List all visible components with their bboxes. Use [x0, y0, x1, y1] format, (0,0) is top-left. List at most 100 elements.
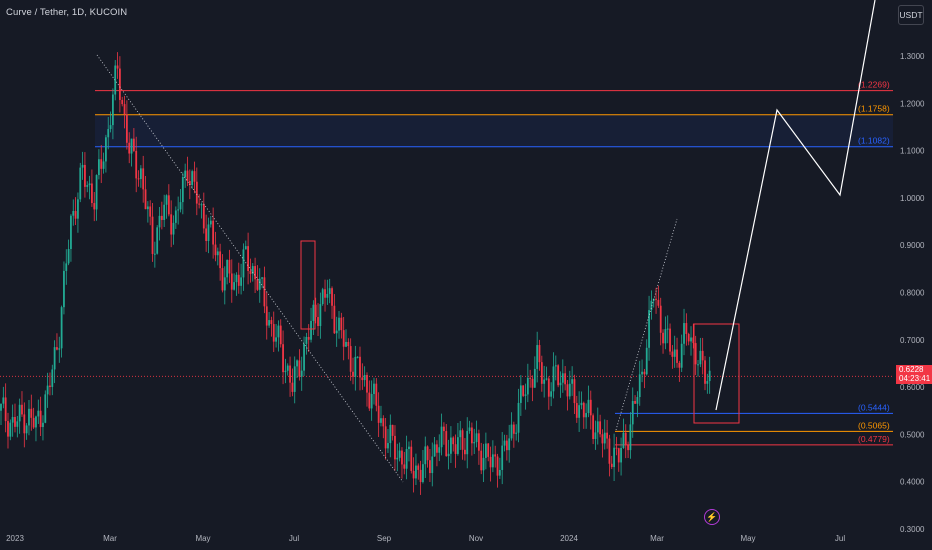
candle-body	[93, 203, 96, 210]
x-tick-label: 2023	[6, 534, 24, 543]
candle-body	[601, 434, 604, 444]
candle-body	[704, 360, 706, 384]
candle-body	[526, 377, 529, 395]
candle-body	[333, 305, 336, 334]
candle-body	[79, 167, 82, 200]
candle-body	[289, 365, 291, 383]
candle-body	[130, 138, 133, 154]
candle-body	[198, 203, 201, 205]
candle-body	[463, 449, 466, 455]
last-price-tag: 0.6228 04:23:41	[896, 365, 932, 384]
candle-body	[585, 413, 588, 418]
candle-body	[419, 469, 422, 483]
y-tick-label: 0.7000	[900, 336, 925, 345]
candle-body	[641, 371, 643, 375]
candle-body	[522, 385, 525, 396]
candle-body	[608, 438, 611, 464]
candle-body	[638, 374, 641, 398]
x-tick-label: May	[740, 534, 755, 543]
candle-body	[268, 320, 270, 326]
candle-body	[375, 383, 378, 406]
candle-body	[118, 68, 121, 100]
candle-body	[431, 456, 434, 474]
candle-body	[84, 164, 86, 187]
candle-body	[538, 345, 541, 363]
candle-body	[512, 424, 515, 434]
candle-body	[258, 278, 261, 290]
candle-body	[517, 402, 520, 433]
candle-body	[573, 379, 576, 404]
candle-body	[480, 450, 483, 471]
candle-body	[205, 228, 208, 241]
candle-body	[70, 215, 72, 250]
candle-body	[613, 447, 615, 468]
y-tick-label: 0.3000	[900, 525, 925, 534]
candle-body	[403, 464, 406, 469]
currency-button[interactable]: USDT	[898, 5, 924, 25]
candle-body	[373, 383, 375, 394]
candle-body	[489, 456, 492, 468]
candle-body	[223, 277, 226, 291]
candle-body	[286, 365, 289, 371]
candle-body	[356, 356, 359, 358]
candle-body	[592, 415, 595, 440]
candle-body	[172, 222, 175, 235]
level-label: (0.5444)	[858, 402, 890, 412]
candle-body	[0, 403, 2, 411]
candle-body	[53, 347, 56, 370]
candle-body	[408, 446, 410, 450]
candle-body	[219, 251, 222, 269]
candle-body	[209, 220, 212, 225]
candle-body	[561, 373, 564, 383]
candle-body	[312, 304, 315, 321]
candle-body	[396, 457, 399, 460]
candle-body	[296, 360, 298, 367]
candle-body	[377, 405, 380, 423]
candle-body	[422, 464, 424, 483]
level-label: (1.1758)	[858, 104, 890, 114]
candle-body	[102, 161, 105, 169]
candle-body	[338, 317, 340, 331]
candle-body	[596, 421, 599, 433]
candle-body	[137, 178, 140, 180]
candle-body	[132, 138, 135, 151]
candle-body	[692, 337, 695, 344]
level-label: (1.2269)	[858, 80, 890, 90]
candle-body	[272, 324, 275, 342]
candle-body	[111, 94, 114, 126]
candle-body	[42, 422, 44, 428]
y-tick-label: 0.4000	[900, 478, 925, 487]
candle-body	[655, 298, 657, 300]
candle-body	[16, 421, 19, 427]
candle-body	[191, 171, 194, 185]
candle-body	[195, 181, 198, 204]
candle-body	[121, 99, 124, 105]
candle-body	[687, 333, 690, 342]
candle-body	[335, 330, 338, 334]
candle-body	[650, 300, 653, 311]
candle-body	[394, 435, 396, 460]
candle-body	[554, 365, 557, 367]
candle-body	[529, 377, 532, 379]
candle-body	[149, 206, 152, 217]
candle-body	[436, 444, 438, 453]
candle-body	[564, 373, 567, 385]
candle-body	[326, 293, 329, 298]
candle-body	[690, 337, 692, 342]
candle-body	[181, 176, 184, 203]
candle-body	[459, 430, 462, 438]
candle-body	[482, 457, 485, 471]
lightning-icon[interactable]: ⚡	[704, 509, 720, 525]
candle-body	[571, 379, 574, 384]
candle-body	[282, 344, 284, 373]
candle-body	[673, 349, 676, 357]
candle-body	[622, 432, 625, 448]
candle-body	[153, 253, 156, 255]
candle-body	[552, 366, 555, 392]
candle-body	[683, 323, 685, 344]
trend-line-up	[615, 218, 678, 431]
level-label: (1.1082)	[858, 136, 890, 146]
symbol-title[interactable]: Curve / Tether, 1D, KUCOIN	[6, 7, 128, 18]
candle-body	[398, 450, 401, 458]
